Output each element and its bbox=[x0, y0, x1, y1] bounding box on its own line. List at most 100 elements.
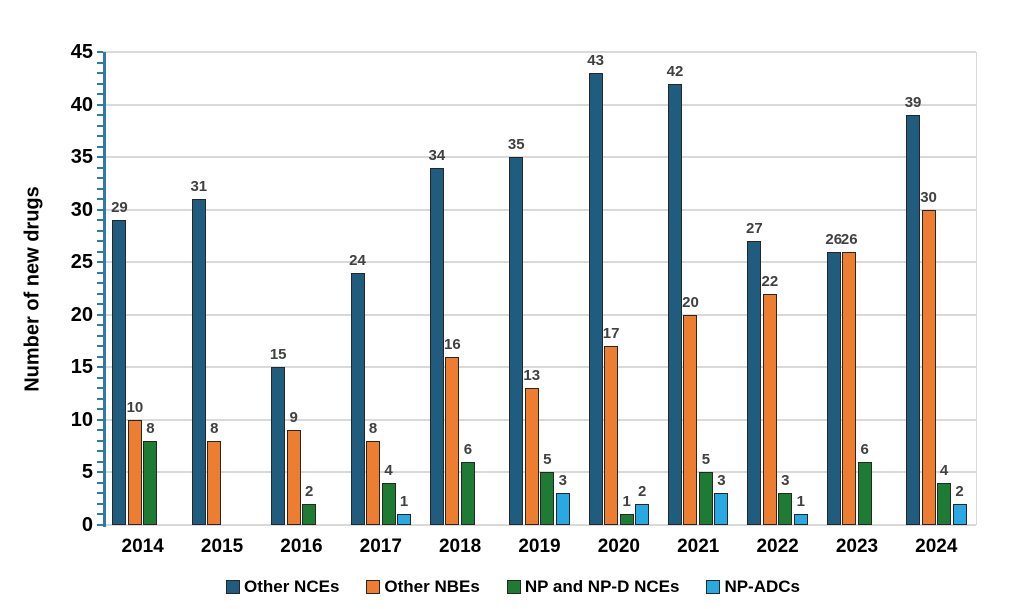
y-axis-line bbox=[103, 52, 106, 527]
gridline-15 bbox=[103, 366, 976, 369]
y-axis-tick-label: 45 bbox=[70, 41, 93, 63]
gridline-0 bbox=[103, 524, 976, 526]
bar-other-nces-2022 bbox=[747, 241, 762, 525]
bar-other-nbes-2020 bbox=[604, 346, 619, 525]
x-axis-tick-label-2024: 2024 bbox=[915, 536, 958, 557]
bar-value-label: 42 bbox=[666, 62, 684, 80]
bar-value-label: 2 bbox=[637, 482, 647, 500]
bar-value-label: 8 bbox=[146, 419, 155, 437]
bar-value-label: 9 bbox=[289, 409, 298, 427]
legend-label: Other NBEs bbox=[384, 577, 480, 596]
y-axis-tick bbox=[97, 408, 103, 411]
bar-np-and-np-d-nces-2019 bbox=[540, 472, 555, 525]
legend-item-np-and-np-d-nces: NP and NP-D NCEs bbox=[506, 577, 680, 597]
bar-value-label: 15 bbox=[269, 346, 287, 364]
bar-other-nces-2023 bbox=[826, 251, 841, 525]
y-axis-tick bbox=[97, 261, 103, 264]
y-axis-tick bbox=[97, 524, 103, 526]
x-axis-tick-label-2017: 2017 bbox=[359, 536, 402, 557]
bar-other-nces-2016 bbox=[271, 367, 286, 525]
bar-value-label: 3 bbox=[558, 472, 567, 490]
y-axis-tick bbox=[97, 450, 103, 453]
y-axis-tick bbox=[97, 187, 103, 190]
y-axis-tick-label: 0 bbox=[81, 514, 93, 536]
bar-value-label: 8 bbox=[210, 419, 219, 437]
y-axis-tick bbox=[97, 366, 103, 369]
x-axis-tick-label-2020: 2020 bbox=[597, 536, 640, 557]
bar-value-label: 34 bbox=[428, 146, 446, 164]
y-axis-tick-label: 5 bbox=[81, 461, 93, 484]
legend-label: NP-ADCs bbox=[724, 577, 800, 596]
bar-other-nbes-2018 bbox=[445, 356, 460, 525]
y-axis-tick bbox=[97, 481, 103, 484]
y-axis-tick bbox=[97, 492, 103, 495]
bar-value-label: 16 bbox=[444, 335, 461, 353]
gridline-20 bbox=[103, 313, 976, 316]
y-axis-tick bbox=[97, 313, 103, 316]
bar-value-label: 35 bbox=[507, 136, 525, 154]
y-axis-tick bbox=[97, 471, 103, 474]
bar-value-label: 31 bbox=[190, 178, 208, 196]
y-axis-tick bbox=[97, 145, 103, 148]
y-axis-tick bbox=[97, 135, 103, 138]
bar-value-label: 1 bbox=[622, 493, 631, 511]
y-axis-tick bbox=[97, 166, 103, 169]
bar-value-label: 10 bbox=[126, 398, 144, 416]
bar-value-label: 30 bbox=[920, 188, 937, 206]
y-axis-tick bbox=[97, 429, 103, 432]
bar-np-and-np-d-nces-2024 bbox=[937, 482, 952, 525]
legend-label: NP and NP-D NCEs bbox=[524, 577, 680, 596]
bar-value-label: 20 bbox=[682, 293, 699, 311]
bar-other-nces-2020 bbox=[588, 73, 603, 525]
x-axis-tick-label-2021: 2021 bbox=[677, 536, 720, 557]
x-axis-tick-label-2023: 2023 bbox=[835, 536, 879, 557]
y-axis-tick bbox=[97, 124, 103, 127]
y-axis-tick bbox=[97, 439, 103, 442]
y-axis-tick bbox=[97, 250, 103, 253]
y-axis-tick-label: 10 bbox=[70, 408, 93, 431]
legend-item-other-nbes: Other NBEs bbox=[366, 577, 480, 597]
bar-np-adcs-2020 bbox=[635, 503, 650, 525]
y-axis-tick bbox=[97, 51, 103, 53]
bar-other-nces-2015 bbox=[191, 199, 206, 525]
bar-np-and-np-d-nces-2014 bbox=[143, 440, 158, 525]
bar-value-label: 5 bbox=[543, 451, 552, 469]
legend-swatch-icon bbox=[706, 580, 721, 594]
y-axis-tick-label: 30 bbox=[70, 198, 93, 221]
y-axis-tick bbox=[97, 208, 103, 211]
bar-value-label: 1 bbox=[399, 493, 409, 511]
y-axis-tick bbox=[97, 502, 103, 505]
bar-other-nces-2021 bbox=[667, 83, 682, 525]
x-axis-tick-label-2019: 2019 bbox=[518, 536, 561, 557]
y-axis-tick bbox=[97, 303, 103, 306]
bar-np-adcs-2024 bbox=[952, 503, 967, 525]
plot-right-border bbox=[976, 52, 977, 525]
bar-value-label: 17 bbox=[602, 325, 620, 343]
gridline-25 bbox=[103, 261, 976, 264]
gridline-40 bbox=[103, 103, 976, 106]
bar-np-adcs-2022 bbox=[793, 514, 808, 525]
bar-value-label: 4 bbox=[384, 461, 393, 479]
y-axis-tick bbox=[97, 229, 103, 232]
bar-other-nces-2018 bbox=[429, 167, 444, 525]
y-axis-tick bbox=[97, 513, 103, 516]
gridline-5 bbox=[103, 471, 976, 474]
bar-value-label: 6 bbox=[860, 440, 869, 458]
y-axis-tick bbox=[97, 103, 103, 106]
bar-value-label: 8 bbox=[368, 419, 378, 437]
y-axis-tick bbox=[97, 387, 103, 390]
bar-other-nbes-2021 bbox=[683, 314, 698, 525]
y-axis-tick-label: 40 bbox=[70, 93, 93, 116]
y-axis-tick bbox=[97, 418, 103, 421]
y-axis-tick bbox=[97, 345, 103, 348]
bar-other-nces-2024 bbox=[906, 115, 921, 525]
x-axis-tick-label-2014: 2014 bbox=[121, 536, 164, 557]
bar-value-label: 29 bbox=[111, 199, 128, 217]
bar-other-nbes-2019 bbox=[524, 388, 539, 525]
gridline-45 bbox=[103, 51, 976, 53]
bar-other-nces-2017 bbox=[350, 272, 365, 525]
bar-np-and-np-d-nces-2018 bbox=[460, 461, 475, 525]
bar-value-label: 3 bbox=[717, 472, 726, 490]
bar-np-and-np-d-nces-2016 bbox=[302, 503, 317, 525]
